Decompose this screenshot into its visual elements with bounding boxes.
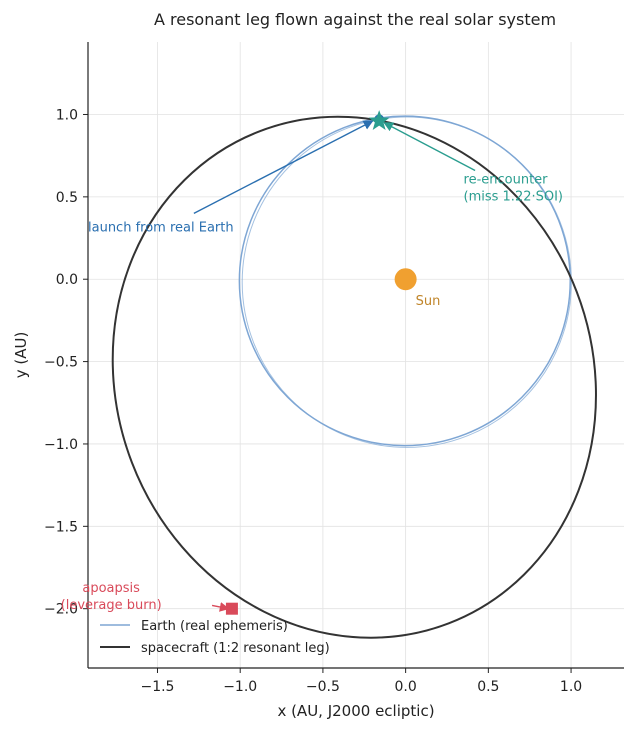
- axes: [87, 42, 624, 669]
- launch-annotation-text: launch from real Earth: [88, 220, 234, 235]
- reencounter-annotation-text: (miss 1.22·SOI): [464, 190, 564, 205]
- grid: [88, 42, 624, 668]
- x-tick-label: −0.5: [306, 679, 340, 695]
- earth-orbit-line: [238, 115, 571, 447]
- apoapsis-arrow: [211, 602, 230, 612]
- y-ticks: −2.0 −1.5 −1.0 −0.5 0.0 0.5 1.0: [44, 107, 88, 618]
- reencounter-arrow: [383, 122, 476, 172]
- markers-layer: Sun: [225, 110, 441, 615]
- y-tick-label: 1.0: [56, 107, 78, 123]
- y-tick-label: −1.0: [44, 437, 78, 453]
- earth-orbit-line-second-pass: [241, 116, 572, 448]
- x-tick-label: −1.5: [140, 679, 174, 695]
- y-tick-label: 0.5: [56, 190, 78, 206]
- annotations-layer: launch from real Earth re-encounter (miss …: [61, 120, 564, 613]
- y-tick-label: −2.0: [44, 602, 78, 618]
- y-tick-label: −0.5: [44, 355, 78, 371]
- spacecraft-orbit-line: [111, 115, 597, 639]
- legend-label-earth: Earth (real ephemeris): [141, 619, 288, 634]
- y-axis-label: y (AU): [12, 332, 30, 379]
- x-tick-label: −1.0: [223, 679, 257, 695]
- reencounter-annotation-text: re-encounter: [464, 173, 549, 188]
- apoapsis-annotation-text: (leverage burn): [61, 598, 162, 613]
- chart-title: A resonant leg flown against the real so…: [154, 10, 556, 29]
- x-tick-label: 0.5: [477, 679, 499, 695]
- sun-label: Sun: [416, 294, 441, 309]
- y-tick-label: −1.5: [44, 519, 78, 535]
- sun-marker: [394, 268, 417, 291]
- legend-label-spacecraft: spacecraft (1:2 resonant leg): [141, 641, 330, 656]
- x-axis-label: x (AU, J2000 ecliptic): [277, 702, 434, 720]
- series-layer: [111, 115, 597, 639]
- x-tick-label: 0.0: [394, 679, 416, 695]
- y-tick-label: 0.0: [56, 272, 78, 288]
- legend: Earth (real ephemeris) spacecraft (1:2 r…: [100, 619, 330, 656]
- x-ticks: −1.5 −1.0 −0.5 0.0 0.5 1.0: [140, 668, 582, 695]
- reencounter-star-marker: [368, 110, 390, 130]
- apoapsis-annotation-text: apoapsis: [82, 581, 140, 596]
- x-tick-label: 1.0: [560, 679, 582, 695]
- launch-arrow: [193, 120, 374, 214]
